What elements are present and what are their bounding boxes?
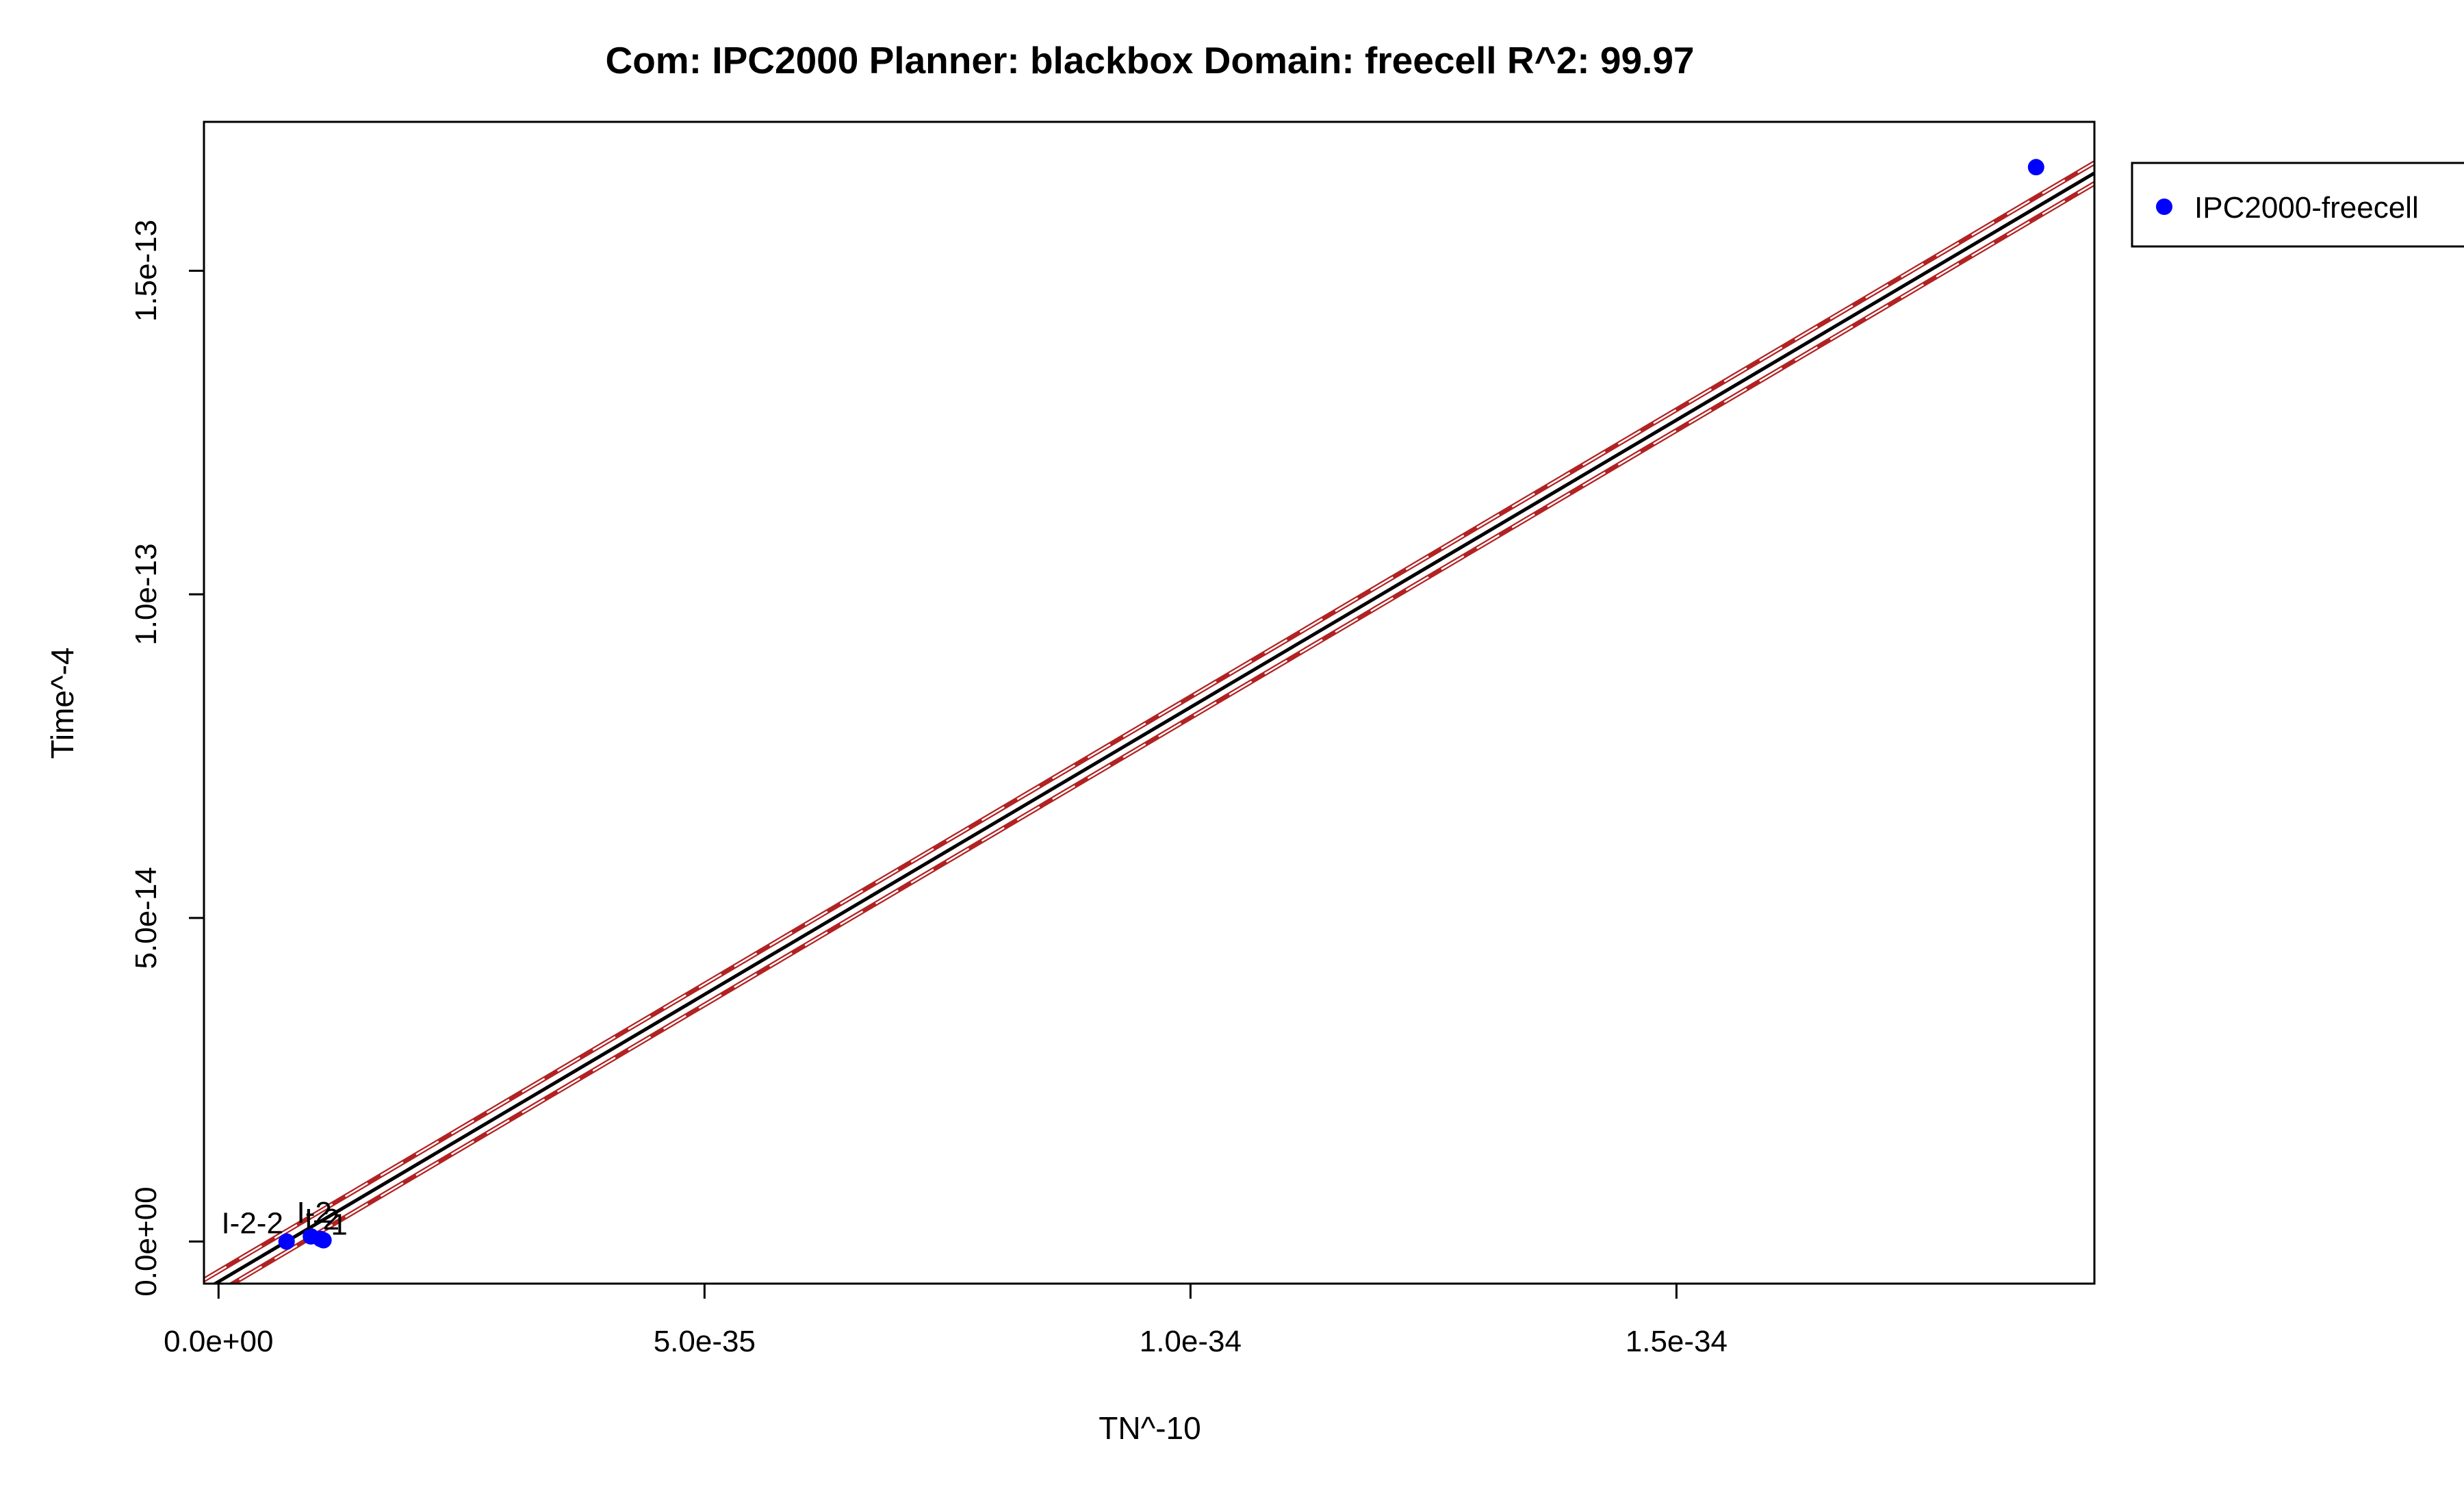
data-point (315, 1232, 332, 1249)
point-label: 1 (331, 1208, 347, 1242)
interval-line-dash-2 (231, 182, 2094, 1284)
y-tick-label: 0.0e+00 (129, 1186, 163, 1296)
legend-entry-label: IPC2000-freecell (2194, 191, 2419, 225)
y-axis-label: Time^-4 (44, 648, 80, 759)
x-tick-label: 0.0e+00 (164, 1325, 273, 1358)
y-tick-label: 5.0e-14 (129, 867, 163, 969)
legend: IPC2000-freecell (2131, 162, 2464, 248)
x-tick-label: 5.0e-35 (654, 1325, 756, 1358)
x-axis: 0.0e+00 5.0e-35 1.0e-34 1.5e-34 (164, 1282, 1728, 1358)
point-label: I-2-2 (221, 1207, 283, 1240)
chart-title: Com: IPC2000 Planner: blackbox Domain: f… (605, 39, 1694, 81)
y-tick-label: 1.0e-13 (129, 544, 163, 646)
point-label: I-2 (305, 1203, 339, 1236)
data-point (2027, 159, 2044, 176)
x-tick-label: 1.5e-34 (1626, 1325, 1728, 1358)
x-tick-label: 1.0e-34 (1140, 1325, 1242, 1358)
interval-line-dash-1 (204, 162, 2094, 1281)
data-point (278, 1233, 295, 1250)
y-tick-label: 1.5e-13 (129, 220, 163, 322)
legend-marker (2156, 199, 2172, 215)
y-axis: 0.0e+00 5.0e-14 1.0e-13 1.5e-13 (129, 220, 205, 1297)
x-axis-label: TN^-10 (1099, 1410, 1201, 1446)
point-label: I-2 (297, 1196, 332, 1230)
plot-layer: I-2-2 I-2I-21 (204, 159, 2094, 1284)
legend-box (2131, 162, 2464, 248)
fit-line (211, 171, 2094, 1284)
